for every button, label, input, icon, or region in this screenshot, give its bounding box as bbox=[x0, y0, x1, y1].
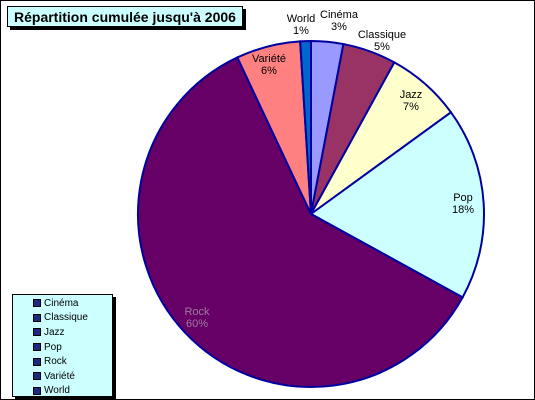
legend-item-world: World bbox=[13, 384, 112, 399]
data-label-rock: Rock 60% bbox=[184, 306, 210, 330]
legend-marker-icon bbox=[33, 299, 41, 308]
chart-title: Répartition cumulée jusqu'à 2006 bbox=[7, 6, 243, 27]
legend-marker-icon bbox=[33, 372, 41, 381]
pie-slice-pop bbox=[309, 110, 485, 299]
legend-item-jazz: Jazz bbox=[13, 325, 112, 340]
legend-item-classique: Classique bbox=[13, 311, 112, 326]
legend-marker-icon bbox=[33, 357, 41, 366]
legend-label: World bbox=[44, 385, 70, 397]
legend-marker-icon bbox=[33, 313, 41, 322]
legend-marker-icon bbox=[33, 386, 41, 395]
legend-marker-icon bbox=[33, 343, 41, 352]
legend-item-cinema: Cinéma bbox=[13, 296, 112, 311]
legend-label: Classique bbox=[44, 312, 88, 324]
pie-slice-world bbox=[299, 39, 312, 215]
data-label-jazz: Jazz 7% bbox=[400, 89, 423, 113]
legend-item-rock: Rock bbox=[13, 354, 112, 369]
pie-slice-rock bbox=[137, 56, 464, 388]
legend-label: Variété bbox=[44, 370, 75, 382]
legend-label: Jazz bbox=[44, 326, 65, 338]
legend-marker-icon bbox=[33, 328, 41, 337]
legend-item-pop: Pop bbox=[13, 340, 112, 355]
legend: Cinéma Classique Jazz Pop Rock Variété W… bbox=[12, 294, 113, 397]
data-label-cinema: Cinéma 3% bbox=[320, 9, 359, 33]
legend-item-variete: Variété bbox=[13, 369, 112, 384]
data-label-world: World 1% bbox=[287, 13, 316, 37]
legend-label: Pop bbox=[44, 341, 62, 353]
legend-label: Cinéma bbox=[44, 297, 79, 309]
data-label-pop: Pop 18% bbox=[452, 192, 474, 216]
legend-label: Rock bbox=[44, 356, 67, 368]
data-label-classique: Classique 5% bbox=[358, 29, 406, 53]
data-label-variete: Variété 6% bbox=[252, 53, 286, 77]
